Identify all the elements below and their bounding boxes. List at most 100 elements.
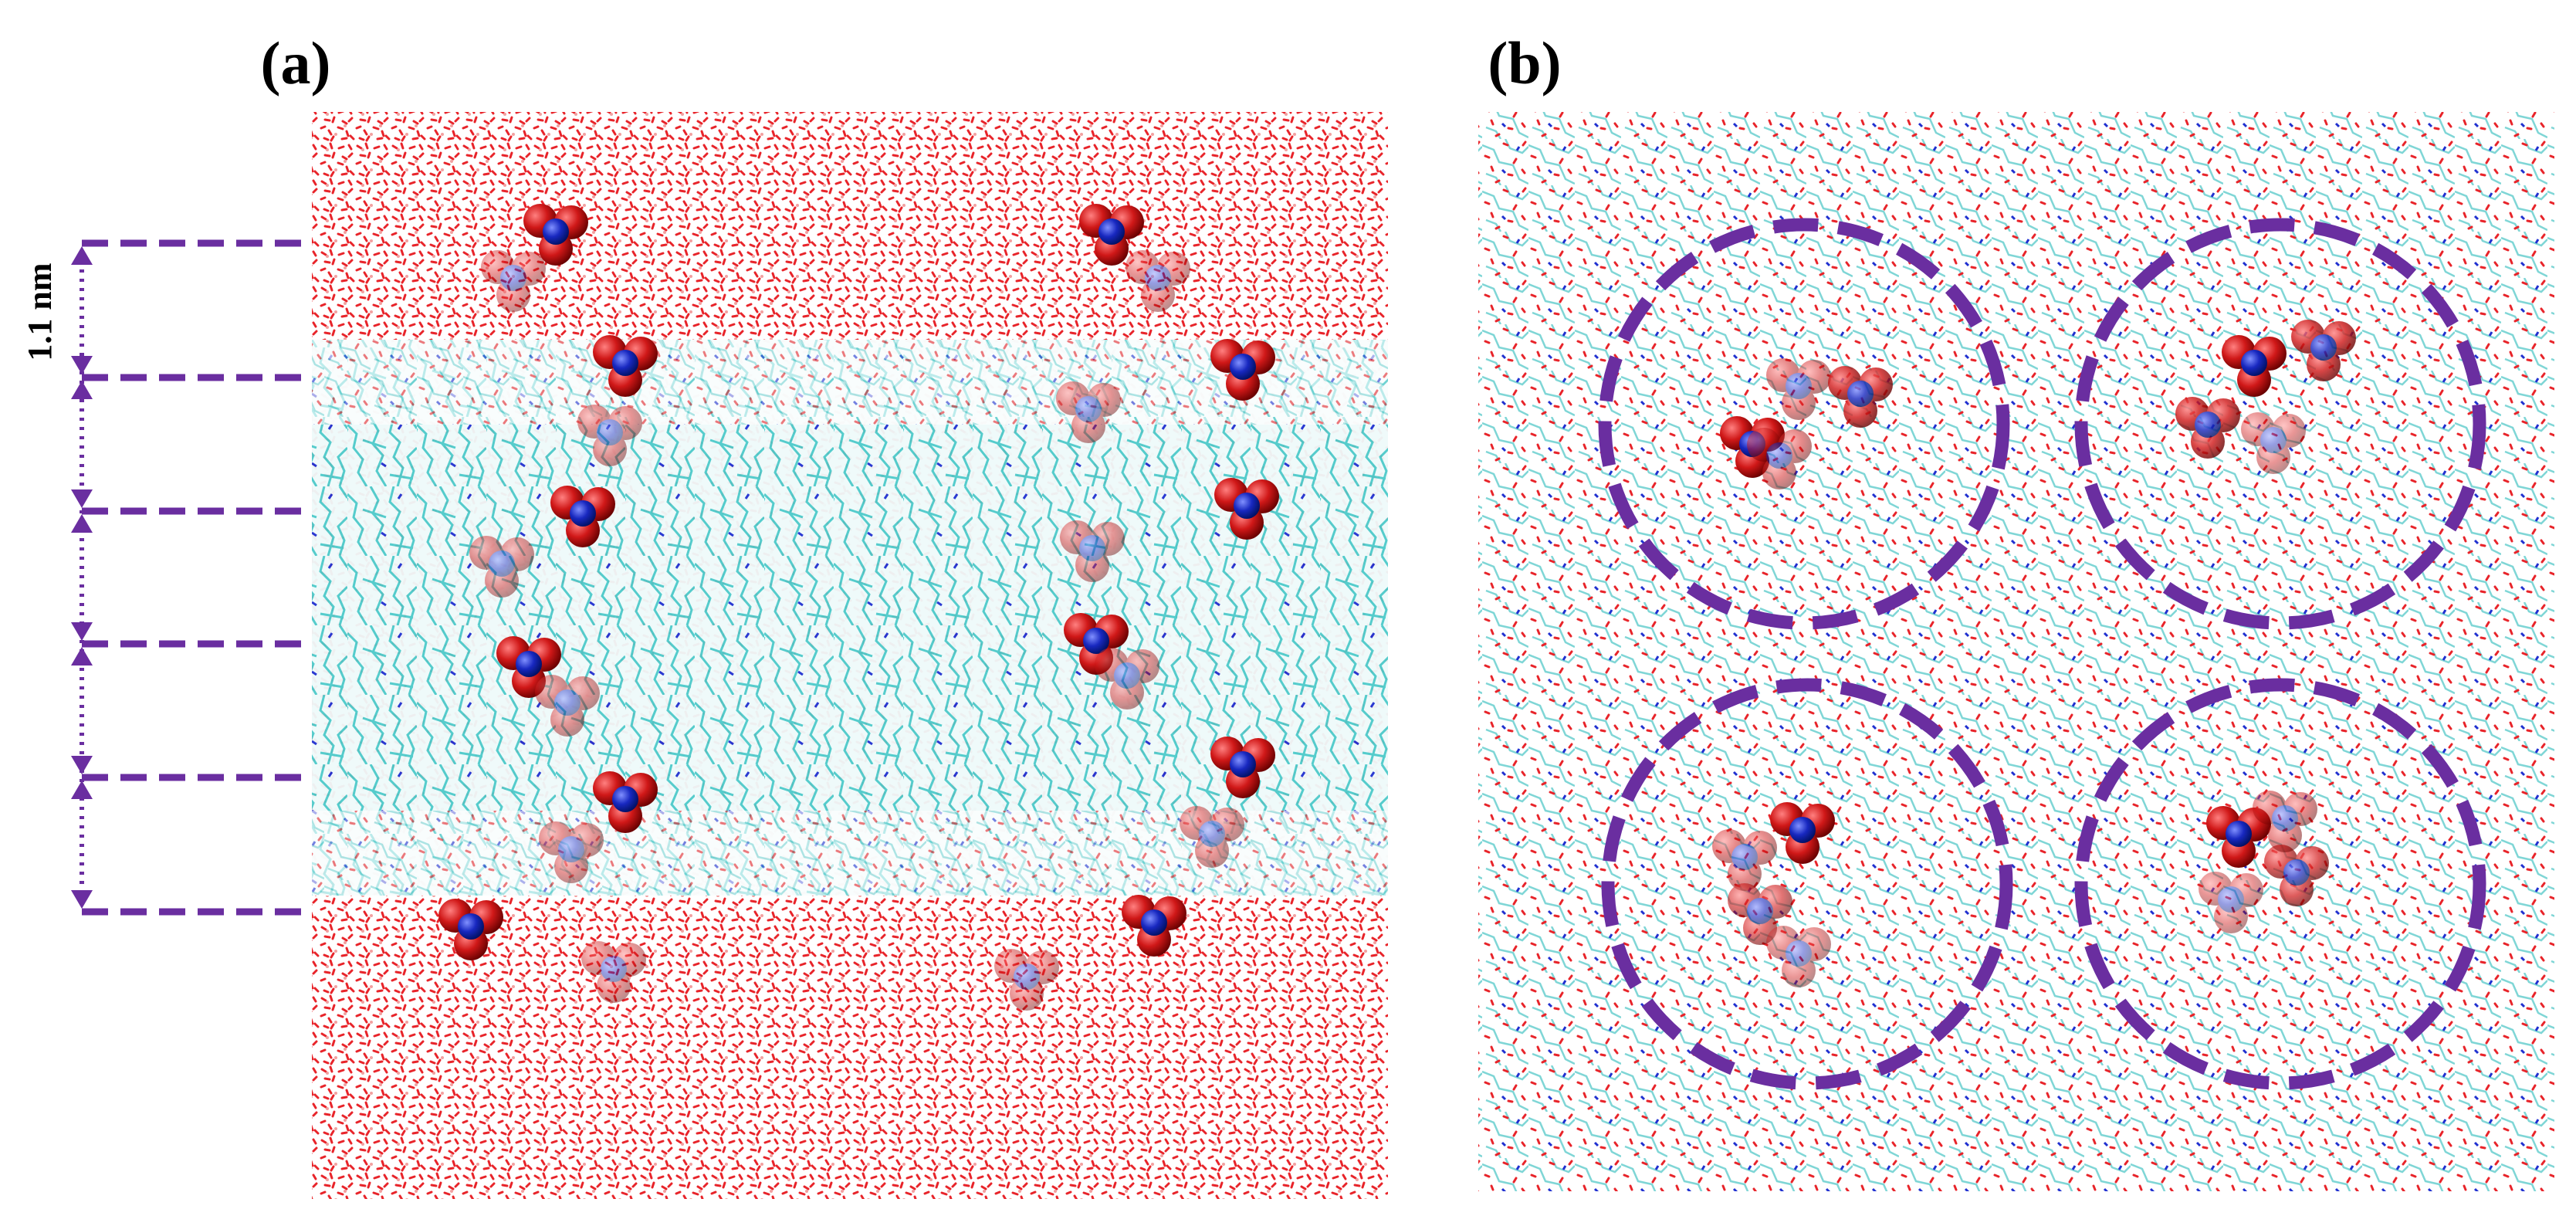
nitrate — [1122, 895, 1186, 957]
molecules — [438, 204, 1279, 1011]
nitrogen — [1747, 898, 1773, 924]
nitrogen — [1098, 218, 1125, 245]
panel-a — [312, 112, 1388, 1199]
nitrogen — [554, 689, 581, 716]
nitrogen — [1234, 493, 1260, 519]
nitrate — [1747, 428, 1812, 489]
scale-label: 1.1 nm — [21, 262, 59, 361]
nitrate — [2199, 872, 2263, 933]
nitrate — [2241, 412, 2306, 474]
arrowhead — [71, 622, 93, 641]
nitrogen — [601, 956, 627, 982]
arrowhead — [71, 514, 93, 533]
nitrogen — [612, 350, 638, 376]
nitrogen — [458, 913, 484, 940]
nitrogen — [500, 265, 526, 291]
nitrogen — [2260, 427, 2287, 453]
arrowhead — [71, 489, 93, 508]
arrowhead — [71, 781, 93, 799]
nitrogen — [597, 419, 623, 445]
nitrate — [581, 941, 646, 1003]
nitrogen — [1766, 442, 1792, 469]
arrowhead — [71, 356, 93, 374]
nitrate — [1210, 737, 1275, 798]
nitrogen — [1230, 354, 1256, 380]
nitrate — [1064, 613, 1129, 675]
nitrate — [1095, 648, 1159, 710]
nitrate — [593, 771, 658, 833]
arrowhead — [71, 246, 93, 265]
nitrogen — [1199, 821, 1225, 847]
nitrate — [539, 821, 604, 883]
nitrogen — [2272, 805, 2298, 831]
nitrogen — [570, 500, 596, 527]
nitrate — [1766, 926, 1831, 987]
cluster-circle — [1601, 678, 2013, 1090]
nitrogen — [1114, 662, 1140, 689]
panel-b — [1478, 112, 2554, 1191]
nitrate — [1180, 806, 1244, 868]
nitrate — [994, 949, 1059, 1011]
nitrate — [1056, 381, 1121, 443]
nitrogen — [1141, 909, 1167, 936]
panel-label: (a) — [261, 29, 331, 97]
arrowhead — [71, 647, 93, 665]
panel-label: (b) — [1488, 29, 1561, 97]
nitrate — [438, 899, 503, 960]
nitrate — [1712, 829, 1777, 891]
nitrate — [1060, 520, 1125, 582]
cluster-circle — [2074, 678, 2486, 1090]
nitrate — [577, 405, 642, 466]
nitrogen — [1847, 381, 1874, 407]
nitrogen — [543, 218, 569, 245]
nitrate — [1214, 478, 1279, 540]
cluster-circle — [2074, 218, 2486, 630]
nitrogen — [2218, 886, 2244, 913]
nitrate — [481, 250, 546, 312]
nitrate — [2253, 791, 2317, 852]
nitrogen — [2195, 411, 2221, 438]
nitrogen — [2241, 350, 2267, 376]
nitrate — [2206, 806, 2271, 868]
membrane — [312, 340, 1388, 896]
nitrogen — [1014, 964, 1040, 990]
nitrogen — [612, 786, 638, 812]
molecules — [1712, 320, 2356, 987]
nitrate — [2291, 320, 2356, 381]
top-view — [1478, 112, 2554, 1191]
arrowhead — [71, 381, 93, 399]
nitrate — [1828, 366, 1893, 428]
headgroup-top — [312, 340, 1388, 425]
nitrogen — [1731, 844, 1758, 870]
nitrate — [2222, 335, 2287, 397]
nitrogen — [1789, 817, 1816, 843]
nitrogen — [1145, 265, 1171, 291]
nitrogen — [558, 836, 584, 862]
nitrate — [2264, 845, 2329, 906]
nitrate — [1079, 204, 1144, 266]
nitrate — [1210, 339, 1275, 401]
nitrate — [1770, 802, 1835, 864]
nitrogen — [516, 651, 542, 677]
arrowhead — [71, 756, 93, 774]
nitrogen — [2226, 821, 2252, 847]
arrowhead — [71, 890, 93, 909]
nitrate — [1126, 250, 1190, 312]
nitrogen — [2310, 334, 2337, 361]
scale-marker — [71, 239, 309, 916]
nitrogen — [489, 550, 515, 577]
nitrate — [469, 536, 534, 598]
nitrate — [2175, 397, 2240, 459]
nitrogen — [2283, 859, 2310, 886]
nitrate — [593, 335, 658, 397]
nitrate — [1766, 358, 1831, 420]
nitrate — [535, 675, 600, 737]
nitrogen — [1786, 373, 1812, 399]
nitrate — [550, 486, 615, 547]
nitrogen — [1079, 535, 1105, 561]
nitrate — [523, 204, 588, 266]
nitrogen — [1230, 751, 1256, 777]
nitrogen — [1786, 940, 1812, 967]
cluster-circle — [1598, 218, 2010, 630]
